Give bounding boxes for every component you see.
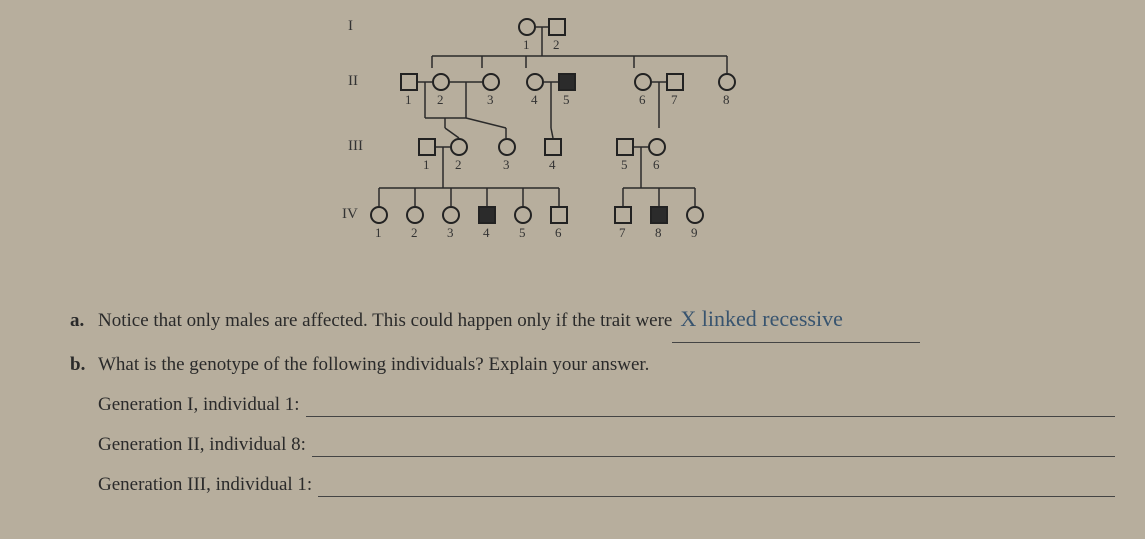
individual-number: 1 — [375, 225, 382, 241]
individual-number: 9 — [691, 225, 698, 241]
worksheet-page: IIIIIIIV1212345678123456123456789 a. Not… — [0, 0, 1145, 539]
pedigree-male-affected — [478, 206, 496, 224]
pedigree-male — [548, 18, 566, 36]
pedigree-male — [418, 138, 436, 156]
pedigree-female — [482, 73, 500, 91]
individual-number: 2 — [455, 157, 462, 173]
individual-number: 4 — [483, 225, 490, 241]
individual-number: 2 — [411, 225, 418, 241]
individual-number: 3 — [487, 92, 494, 108]
individual-number: 8 — [655, 225, 662, 241]
individual-number: 4 — [549, 157, 556, 173]
answer-blank[interactable] — [306, 394, 1115, 417]
pedigree-diagram: IIIIIIIV1212345678123456123456789 — [320, 8, 860, 268]
pedigree-female — [370, 206, 388, 224]
individual-number: 3 — [447, 225, 454, 241]
individual-number: 4 — [531, 92, 538, 108]
genotype-line: Generation III, individual 1: — [98, 467, 1115, 503]
individual-number: 1 — [423, 157, 430, 173]
pedigree-female — [526, 73, 544, 91]
question-a-answer: X linked recessive — [672, 298, 920, 343]
pedigree-female — [634, 73, 652, 91]
generation-label: IV — [342, 206, 358, 223]
individual-number: 8 — [723, 92, 730, 108]
individual-number: 5 — [519, 225, 526, 241]
individual-number: 1 — [405, 92, 412, 108]
pedigree-male — [666, 73, 684, 91]
pedigree-female — [498, 138, 516, 156]
genotype-line: Generation II, individual 8: — [98, 427, 1115, 463]
pedigree-female — [518, 18, 536, 36]
pedigree-male-affected — [650, 206, 668, 224]
questions-block: a. Notice that only males are affected. … — [70, 298, 1115, 507]
question-a-text: Notice that only males are affected. Thi… — [98, 303, 672, 339]
question-b: b. What is the genotype of the following… — [70, 347, 1115, 383]
pedigree-female — [648, 138, 666, 156]
individual-number: 2 — [553, 37, 560, 53]
question-letter-a: a. — [70, 303, 98, 339]
pedigree-male-affected — [558, 73, 576, 91]
individual-number: 7 — [619, 225, 626, 241]
pedigree-female — [514, 206, 532, 224]
pedigree-male — [544, 138, 562, 156]
pedigree-female — [718, 73, 736, 91]
generation-label: III — [348, 138, 363, 155]
genotype-line: Generation I, individual 1: — [98, 387, 1115, 423]
question-a: a. Notice that only males are affected. … — [70, 298, 1115, 343]
pedigree-lines — [320, 8, 860, 268]
individual-number: 6 — [639, 92, 646, 108]
pedigree-female — [686, 206, 704, 224]
pedigree-male — [616, 138, 634, 156]
individual-number: 2 — [437, 92, 444, 108]
generation-label: I — [348, 18, 353, 35]
question-letter-b: b. — [70, 347, 98, 383]
answer-blank[interactable] — [312, 434, 1115, 457]
pedigree-female — [432, 73, 450, 91]
individual-number: 3 — [503, 157, 510, 173]
pedigree-male — [614, 206, 632, 224]
pedigree-female — [406, 206, 424, 224]
genotype-prompt: Generation I, individual 1: — [98, 387, 300, 423]
genotype-prompt: Generation II, individual 8: — [98, 427, 306, 463]
individual-number: 7 — [671, 92, 678, 108]
pedigree-male — [400, 73, 418, 91]
individual-number: 5 — [621, 157, 628, 173]
question-b-text: What is the genotype of the following in… — [98, 347, 649, 383]
individual-number: 1 — [523, 37, 530, 53]
pedigree-female — [442, 206, 460, 224]
individual-number: 6 — [555, 225, 562, 241]
genotype-prompt: Generation III, individual 1: — [98, 467, 312, 503]
individual-number: 6 — [653, 157, 660, 173]
answer-blank[interactable] — [318, 474, 1115, 497]
pedigree-female — [450, 138, 468, 156]
generation-label: II — [348, 73, 358, 90]
pedigree-male — [550, 206, 568, 224]
individual-number: 5 — [563, 92, 570, 108]
